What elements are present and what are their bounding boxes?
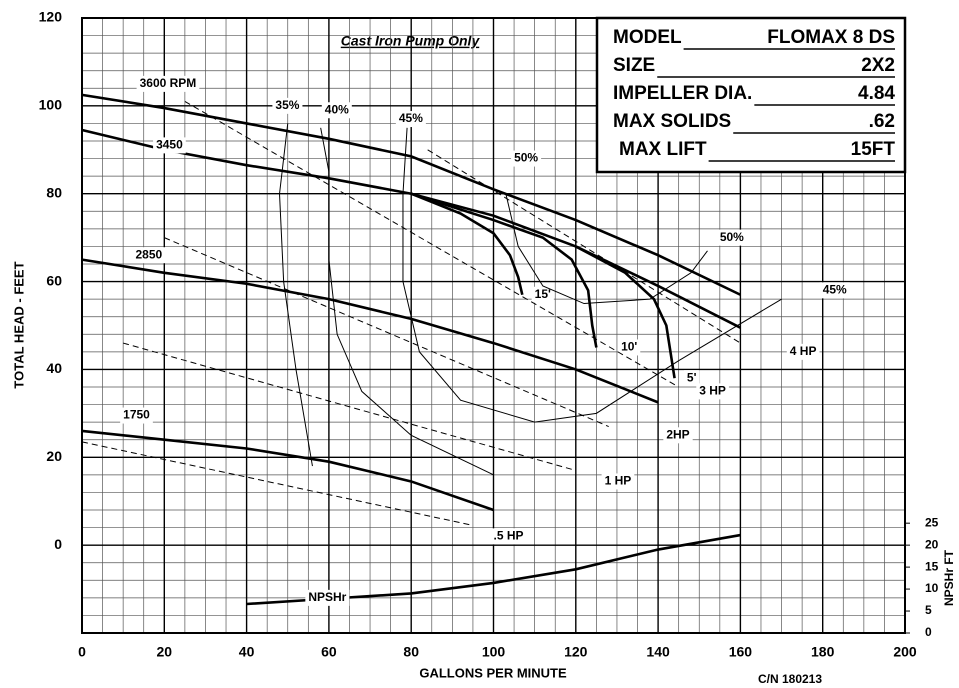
x-tick-label: 100 [482, 644, 506, 660]
curve-label: 4 HP [790, 344, 817, 358]
curve-label: 40% [325, 102, 349, 116]
y-tick-label: 80 [46, 184, 62, 200]
y-tick-label: 100 [39, 97, 63, 113]
label-bg [663, 427, 693, 444]
info-value: FLOMAX 8 DS [767, 27, 895, 48]
y2-tick-label: 0 [925, 625, 932, 639]
label-bg [272, 97, 303, 114]
x-tick-label: 0 [78, 644, 86, 660]
label-bg [618, 339, 641, 356]
info-value: 2X2 [861, 55, 895, 76]
y-tick-label: 120 [39, 9, 63, 25]
info-box [595, 16, 907, 174]
curve-label: 15' [535, 287, 551, 301]
label-bg [696, 383, 729, 400]
x-tick-label: 60 [321, 644, 337, 660]
curve-label: 1750 [123, 408, 150, 422]
label-bg [511, 150, 542, 167]
curve [184, 101, 679, 388]
x-tick-label: 40 [239, 644, 255, 660]
curve-label: 3 HP [699, 384, 726, 398]
label-bg [601, 473, 635, 490]
curve-label: 2850 [135, 247, 162, 261]
info-label: MODEL [613, 27, 682, 48]
plot-frame [81, 17, 906, 634]
label-bg [683, 370, 700, 387]
curve-label: NPSHr [308, 590, 346, 604]
y-axis-label: TOTAL HEAD - FEET [11, 261, 26, 388]
label-bg [153, 137, 186, 154]
y2-tick-label: 5 [925, 603, 932, 617]
curve [279, 123, 313, 467]
curve-label: 45% [399, 111, 423, 125]
y2-axis-label: NPSHr FT [942, 549, 956, 606]
curve-label: 35% [275, 98, 299, 112]
info-value: .62 [869, 111, 895, 132]
curve [81, 441, 474, 526]
x-tick-label: 180 [811, 644, 835, 660]
label-bg [305, 589, 350, 606]
y2-tick-label: 15 [925, 559, 939, 573]
curve [402, 127, 782, 423]
label-bg [786, 343, 820, 360]
curve [410, 192, 524, 296]
curve-label: 50% [720, 230, 744, 244]
curve-label: 1 HP [605, 474, 632, 488]
y-tick-label: 0 [54, 536, 62, 552]
curve [81, 128, 741, 329]
y-tick-label: 60 [46, 272, 62, 288]
y2-tick-label: 25 [925, 515, 939, 529]
info-value: 15FT [851, 139, 896, 160]
info-label: MAX SOLIDS [613, 111, 731, 132]
x-tick-label: 200 [893, 644, 917, 660]
label-bg [321, 102, 352, 119]
curve [164, 237, 609, 427]
note: C/N 180213 [758, 672, 822, 686]
curve [505, 193, 708, 305]
x-tick-label: 160 [729, 644, 753, 660]
curve [81, 258, 659, 404]
info-label: MAX LIFT [619, 139, 707, 160]
x-tick-label: 20 [157, 644, 173, 660]
y2-tick-label: 10 [925, 581, 939, 595]
label-bg [531, 286, 554, 303]
x-tick-label: 80 [403, 644, 419, 660]
label-bg [136, 75, 200, 92]
curve-label: 3600 RPM [140, 76, 197, 90]
info-value: 4.84 [858, 83, 895, 104]
curve-label: 50% [514, 151, 538, 165]
x-axis-label: GALLONS PER MINUTE [419, 665, 567, 680]
x-tick-label: 120 [564, 644, 588, 660]
label-bg [490, 528, 527, 545]
label-bg [395, 111, 426, 128]
label-bg [716, 229, 747, 246]
curve [427, 149, 741, 344]
y-tick-label: 20 [46, 448, 62, 464]
label-bg [819, 282, 850, 299]
curve-label: 2HP [666, 427, 689, 441]
curve-label: 3450 [156, 138, 183, 152]
y2-tick-label: 20 [925, 537, 939, 551]
curve-label: 10' [621, 340, 637, 354]
info-label: IMPELLER DIA. [613, 83, 752, 104]
curve [81, 93, 741, 296]
curve-label: 45% [823, 283, 847, 297]
label-bg [132, 247, 166, 264]
curve [575, 245, 676, 379]
curve [81, 429, 494, 512]
curve [123, 342, 576, 471]
curve-label: 5' [687, 370, 697, 384]
label-bg [120, 407, 153, 424]
y-tick-label: 40 [46, 360, 62, 376]
curve-label: .5 HP [494, 529, 524, 543]
curve [320, 127, 494, 476]
info-label: SIZE [613, 55, 655, 76]
curve [410, 192, 598, 348]
x-tick-label: 140 [646, 644, 670, 660]
